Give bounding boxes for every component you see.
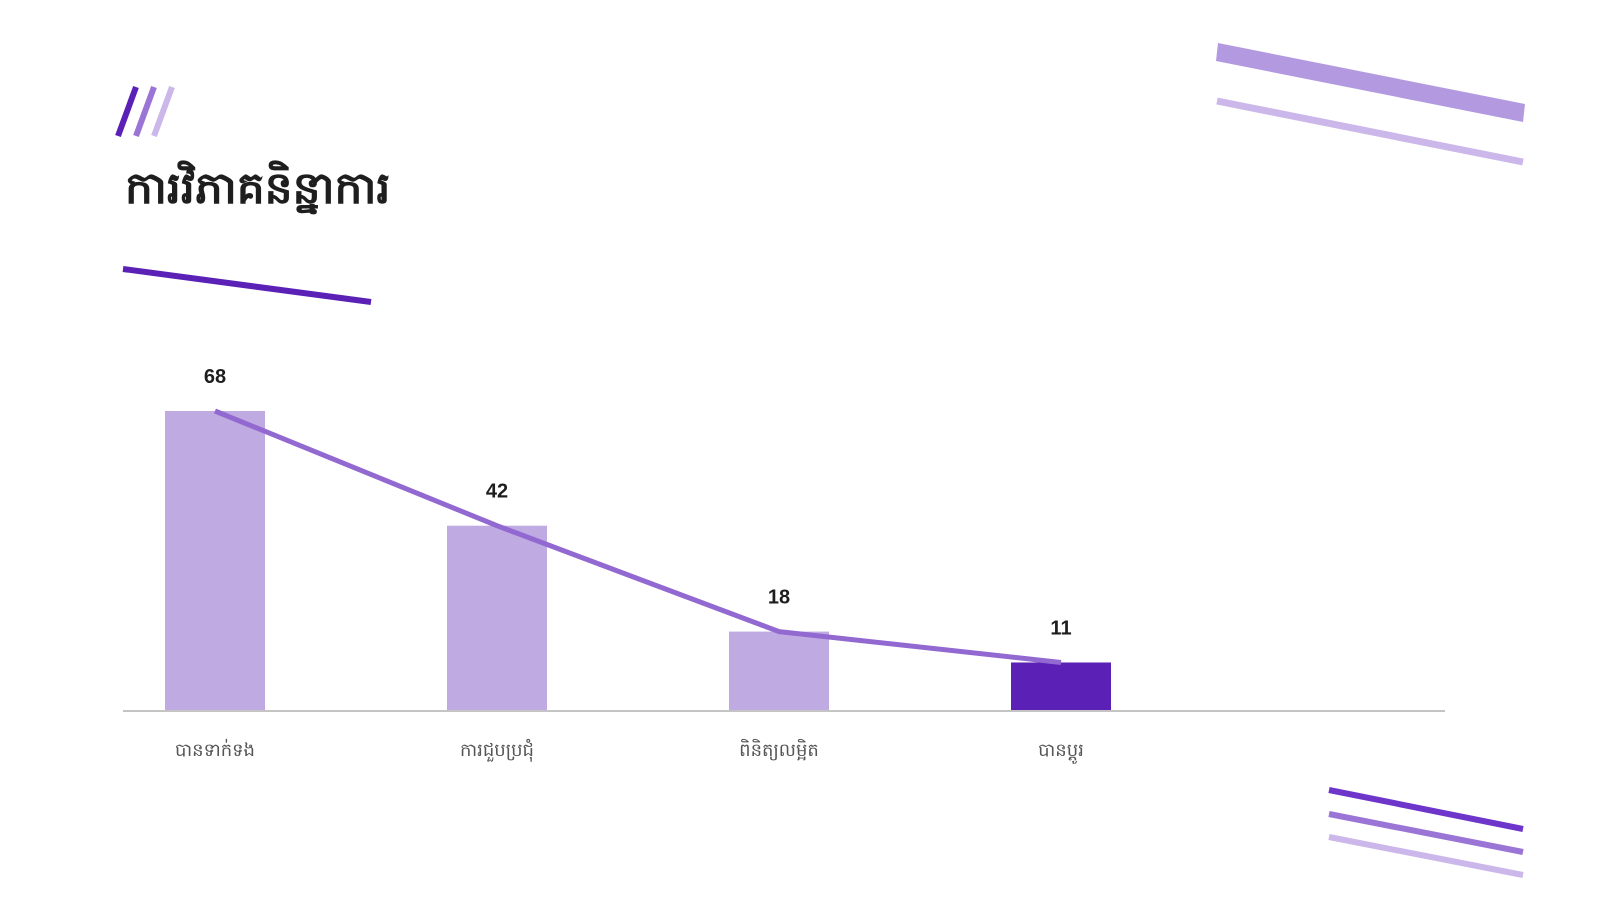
- value-label-0: 68: [204, 366, 226, 388]
- page-title: ការវិភាគនិន្នាការ: [125, 163, 391, 214]
- value-label-1: 42: [486, 481, 508, 503]
- deco-stripe-top-thin: [1216, 97, 1524, 166]
- value-label-2: 18: [768, 587, 790, 609]
- category-label-2: ពិនិត្យលម្អិត: [739, 738, 819, 761]
- deco-stripe-bottom-1: [1328, 787, 1524, 832]
- deco-slash-2: [133, 85, 157, 138]
- deco-slash-1: [115, 85, 139, 138]
- bar-2: [729, 631, 829, 711]
- bar-0: [165, 411, 265, 711]
- labels-layer: 68 បានទាក់ទង 42 ការជួបប្រជុំ 18 ពិនិត្យលម្អិត…: [175, 366, 1084, 764]
- deco-stripe-bottom-3: [1328, 834, 1524, 878]
- bars-layer: [165, 411, 1111, 711]
- trend-line: [214, 408, 1062, 665]
- trend-layer: [214, 408, 1062, 665]
- deco-stripe-top-thick: [1216, 43, 1525, 122]
- deco-slash-3: [151, 85, 175, 138]
- bar-1: [447, 525, 547, 711]
- category-label-1: ការជួបប្រជុំ: [460, 738, 534, 762]
- title-underline: [122, 266, 372, 305]
- category-label-3: បានប្តូរ: [1038, 740, 1084, 764]
- deco-stripe-bottom-2: [1328, 811, 1524, 855]
- bar-3: [1011, 662, 1111, 711]
- category-label-0: បានទាក់ទង: [175, 738, 255, 761]
- value-label-3: 11: [1050, 617, 1071, 639]
